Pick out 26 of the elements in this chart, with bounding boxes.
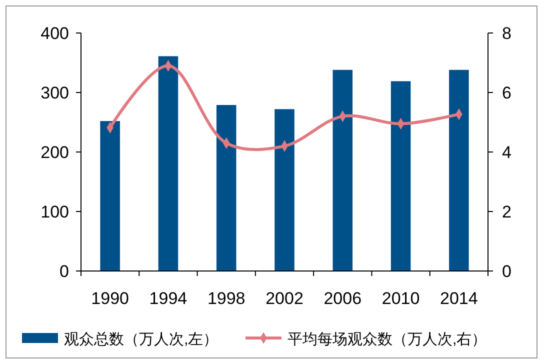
bar	[332, 70, 353, 271]
y-tick-label: 300	[40, 84, 69, 102]
x-tick-label: 1994	[149, 289, 188, 308]
x-tick-label: 2002	[266, 289, 304, 308]
x-tick-label: 2006	[324, 289, 362, 308]
y2-tick-label: 0	[502, 262, 512, 281]
y-tick-label: 200	[40, 143, 69, 162]
y2-tick-label: 8	[502, 24, 512, 43]
x-tick-label: 2010	[382, 289, 420, 308]
x-tick-label: 2014	[440, 289, 478, 308]
y-tick-label: 400	[40, 24, 69, 43]
y-tick-label: 100	[40, 202, 69, 222]
legend-label: 观众总数（万人次,左）	[64, 331, 218, 348]
bar	[274, 109, 294, 271]
y2-tick-label: 4	[502, 143, 512, 162]
bar	[390, 81, 411, 271]
y2-tick-label: 2	[502, 202, 512, 222]
x-tick-label: 1998	[207, 289, 246, 308]
bar	[216, 104, 236, 271]
bar	[100, 121, 120, 271]
bar	[449, 70, 469, 271]
y2-tick-label: 6	[502, 84, 512, 102]
legend-label: 平均每场观众数（万人次,右）	[288, 331, 487, 348]
y-tick-label: 0	[60, 262, 69, 281]
x-tick-label: 1990	[91, 289, 129, 308]
bar	[158, 56, 178, 271]
